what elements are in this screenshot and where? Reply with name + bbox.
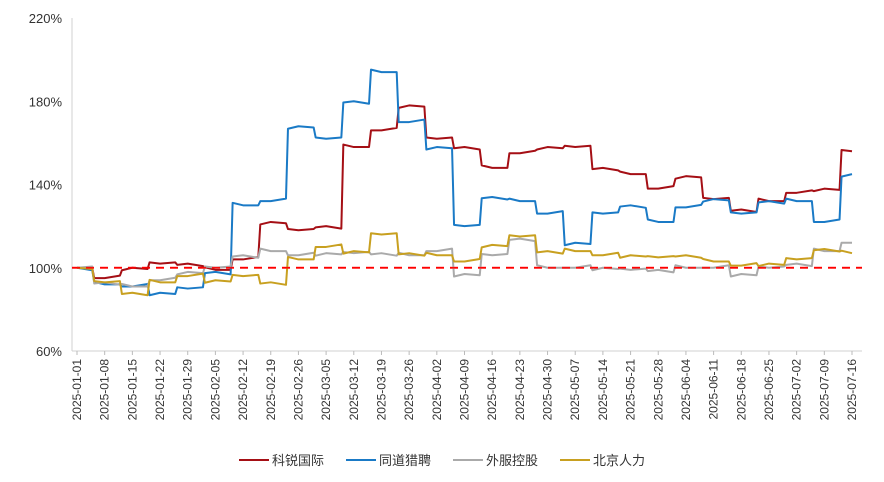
series-line bbox=[76, 232, 853, 297]
legend-swatch-icon bbox=[238, 458, 269, 461]
x-tick-label: 2025-02-19 bbox=[264, 359, 278, 421]
x-tick-label: 2025-01-01 bbox=[70, 359, 84, 421]
legend-label: 同道猎聘 bbox=[378, 453, 431, 468]
legend-swatch-icon bbox=[345, 458, 376, 461]
x-tick-label: 2025-01-08 bbox=[98, 359, 112, 421]
series-line bbox=[76, 68, 853, 297]
legend-label: 外服控股 bbox=[486, 453, 539, 468]
y-tick-label: 60% bbox=[36, 344, 62, 359]
x-tick-label: 2025-03-26 bbox=[402, 359, 416, 421]
legend-item-beijing-renli: 北京人力 bbox=[560, 450, 645, 469]
x-tick-label: 2025-07-16 bbox=[845, 359, 859, 421]
x-tick-label: 2025-05-21 bbox=[624, 359, 638, 421]
x-tick-label: 2025-07-02 bbox=[790, 359, 804, 421]
x-tick-label: 2025-02-12 bbox=[236, 359, 250, 421]
x-tick-label: 2025-04-02 bbox=[430, 359, 444, 421]
x-tick-label: 2025-01-15 bbox=[125, 359, 139, 421]
legend-item-tongdao: 同道猎聘 bbox=[345, 450, 431, 469]
x-tick-label: 2025-05-28 bbox=[651, 359, 665, 421]
y-tick-label: 180% bbox=[29, 94, 63, 109]
x-tick-label: 2025-01-22 bbox=[153, 359, 167, 421]
legend: 科锐国际 同道猎聘 外服控股 北京人力 bbox=[0, 450, 884, 469]
legend-swatch-icon bbox=[560, 458, 591, 461]
legend-swatch-icon bbox=[453, 458, 483, 461]
x-tick-label: 2025-06-11 bbox=[707, 359, 721, 420]
x-tick-label: 2025-01-29 bbox=[181, 359, 195, 421]
series-lines bbox=[72, 68, 862, 297]
legend-item-keirui: 科锐国际 bbox=[238, 450, 324, 469]
x-tick-label: 2025-06-25 bbox=[762, 359, 776, 421]
x-tick-label: 2025-07-09 bbox=[817, 359, 831, 421]
x-tick-label: 2025-02-05 bbox=[208, 359, 222, 421]
x-tick-label: 2025-06-18 bbox=[734, 359, 748, 421]
legend-label: 科锐国际 bbox=[271, 453, 324, 468]
x-tick-label: 2025-04-09 bbox=[458, 359, 472, 421]
series-line bbox=[76, 237, 852, 288]
x-tick-label: 2025-05-14 bbox=[596, 359, 610, 421]
x-tick-label: 2025-04-30 bbox=[541, 359, 555, 421]
x-tick-label: 2025-03-12 bbox=[347, 359, 361, 421]
y-tick-label: 140% bbox=[29, 178, 63, 193]
x-tick-label: 2025-05-07 bbox=[568, 359, 582, 421]
x-tick-label: 2025-04-16 bbox=[485, 359, 499, 421]
x-tick-label: 2025-06-04 bbox=[679, 359, 693, 421]
legend-label: 北京人力 bbox=[593, 453, 646, 468]
x-tick-label: 2025-03-05 bbox=[319, 359, 333, 421]
x-axis: 2025-01-01 2025-01-08 2025-01-15 2025-01-22… bbox=[70, 350, 862, 421]
y-tick-label: 100% bbox=[29, 261, 63, 276]
y-tick-label: 220% bbox=[29, 11, 63, 26]
line-chart: 60% 100% 140% 180% 220% 2025-01-01 2025-01-08… bbox=[29, 11, 862, 421]
x-tick-label: 2025-03-19 bbox=[374, 359, 388, 421]
y-axis: 60% 100% 140% 180% 220% bbox=[29, 11, 73, 359]
legend-item-waifu: 外服控股 bbox=[453, 450, 538, 469]
x-tick-label: 2025-04-23 bbox=[513, 359, 527, 421]
series-line bbox=[77, 104, 853, 280]
x-tick-label: 2025-02-26 bbox=[291, 359, 305, 421]
